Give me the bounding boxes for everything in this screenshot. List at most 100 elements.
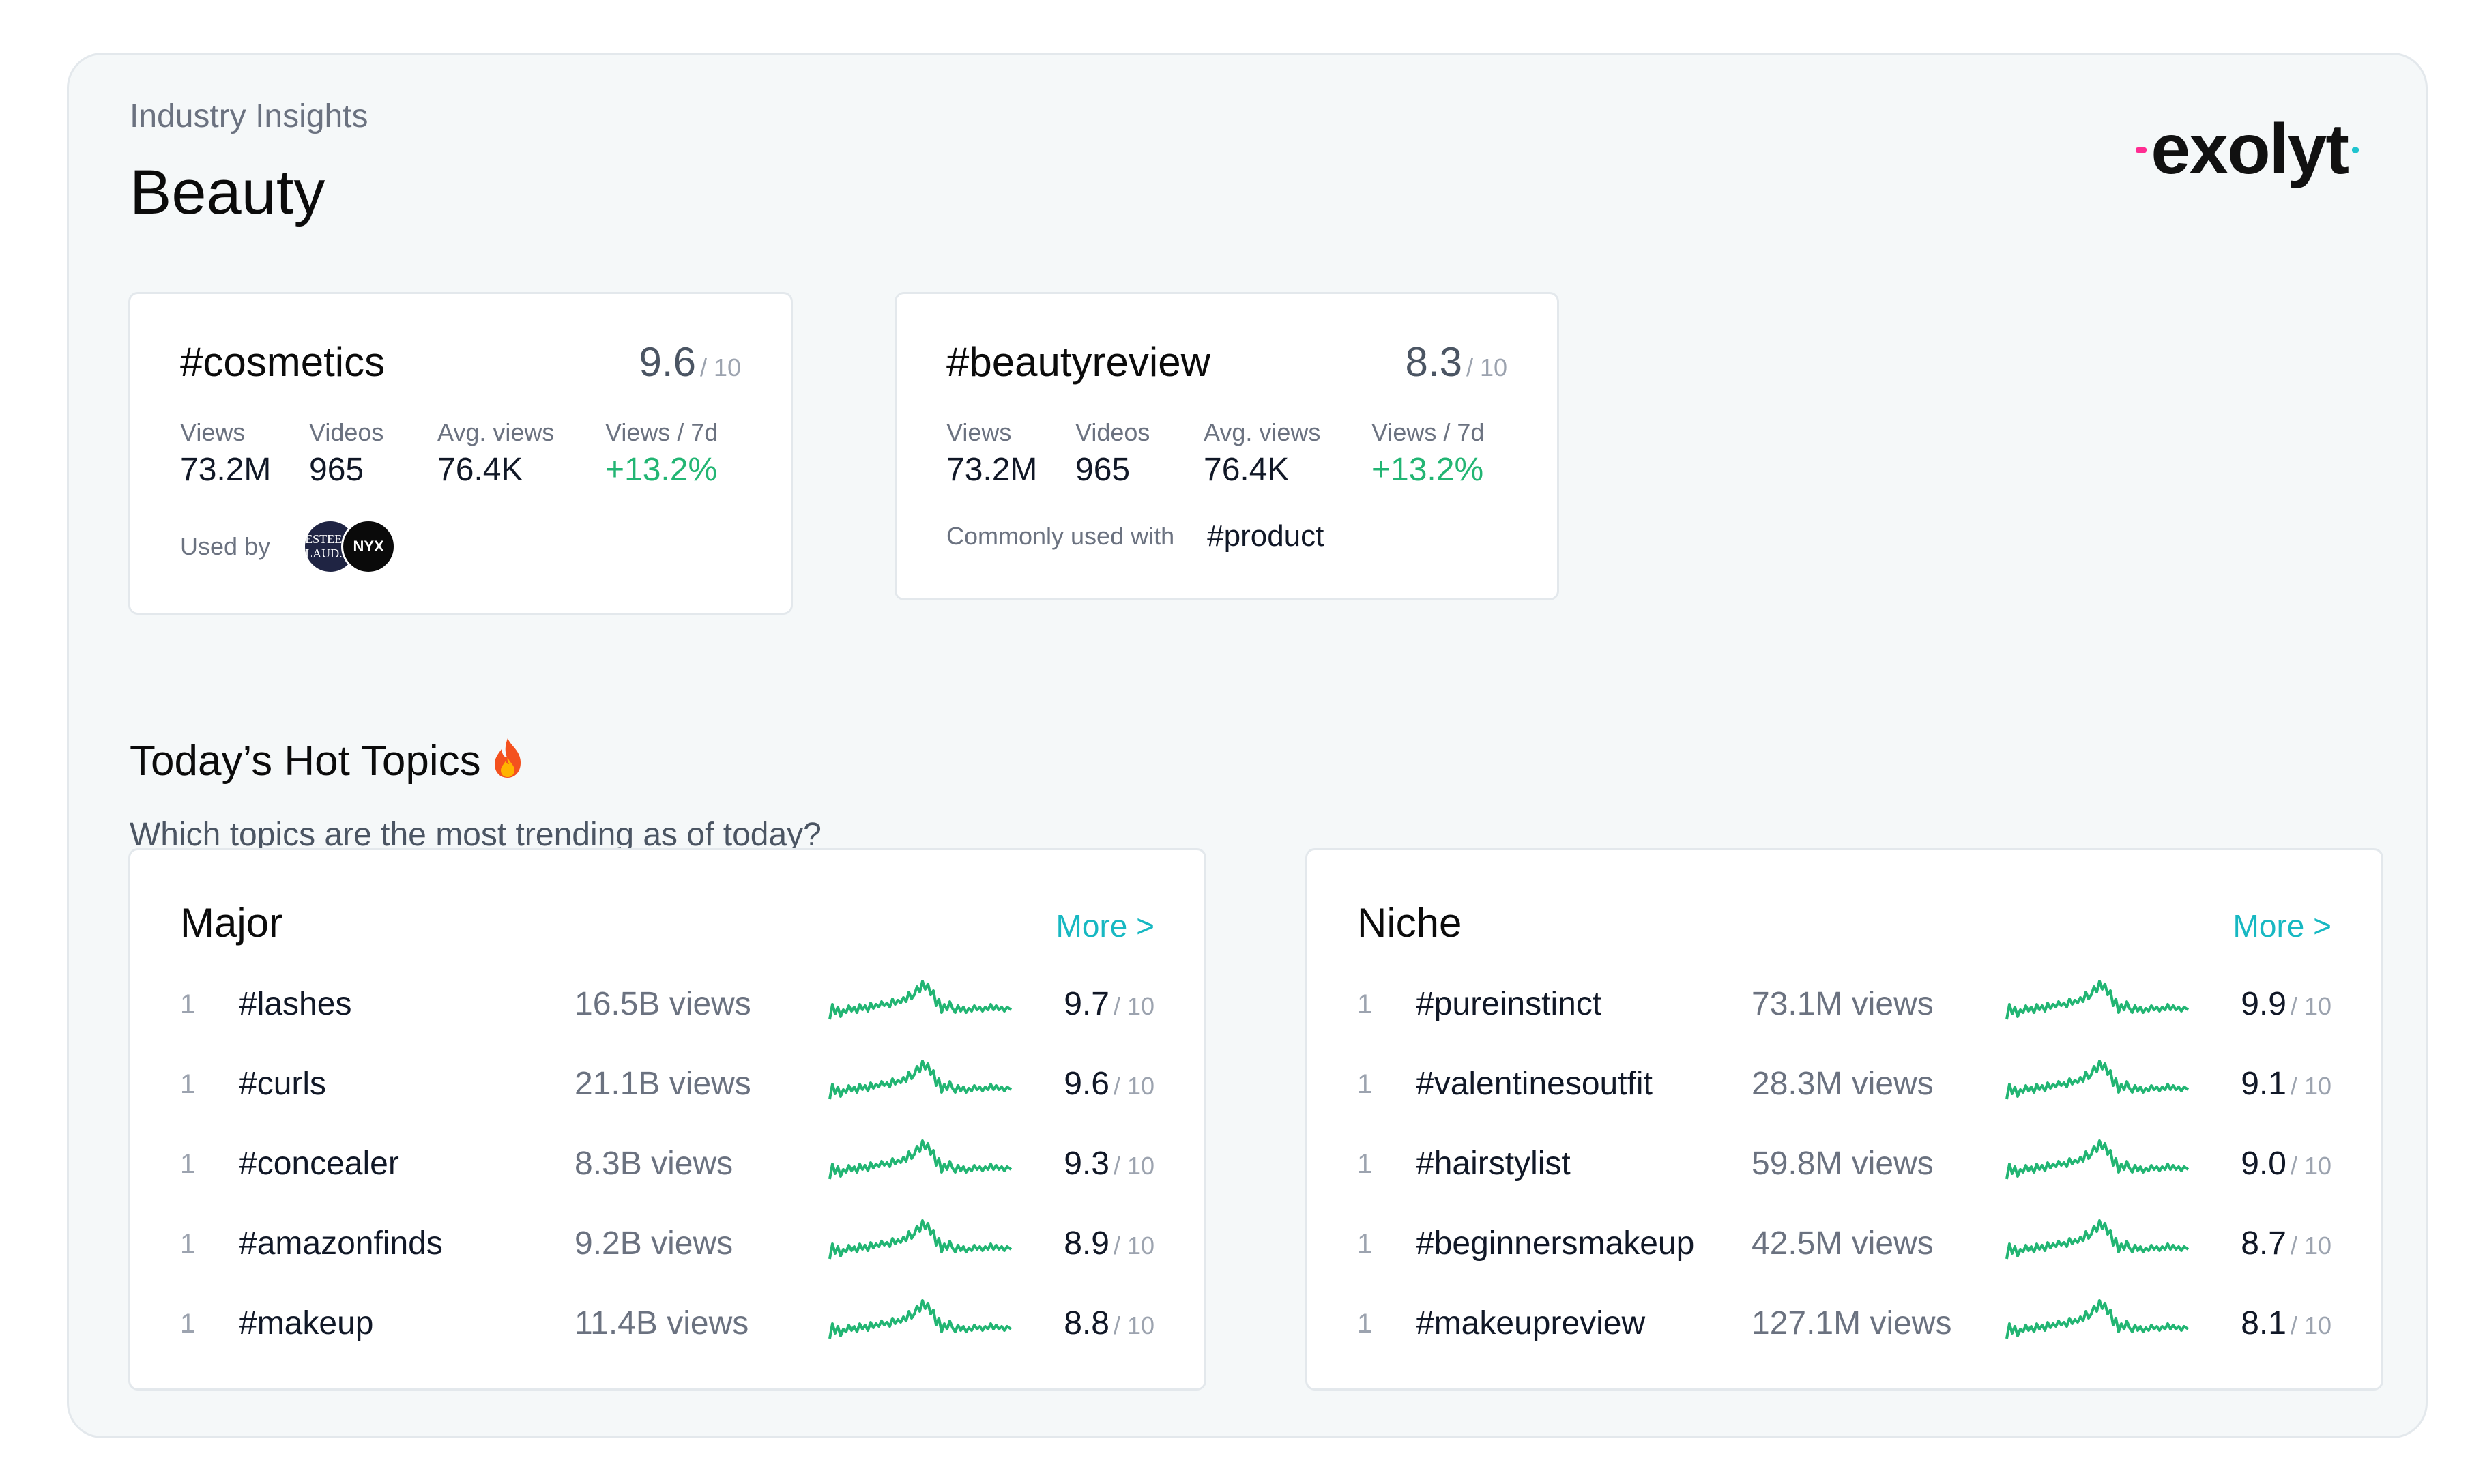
- trend-sparkline: [2005, 1139, 2190, 1180]
- trend-sparkline: [828, 1060, 1013, 1100]
- trend-sparkline: [828, 1139, 1013, 1180]
- topic-views: 9.2B views: [575, 1225, 733, 1262]
- topic-hashtag[interactable]: #concealer: [239, 1146, 399, 1182]
- topic-score: 9.1/ 10: [2241, 1066, 2331, 1102]
- topic-views: 16.5B views: [575, 986, 751, 1022]
- topic-row[interactable]: 1 #curls 21.1B views 9.6/ 10: [180, 1053, 1154, 1133]
- used-by-label: Used by: [180, 532, 271, 560]
- topic-hashtag[interactable]: #amazonfinds: [239, 1225, 443, 1262]
- featured-hashtag-card[interactable]: #cosmetics 9.6/ 10 Views 73.2M Videos 965 …: [128, 292, 793, 615]
- hashtag-score: 9.6/ 10: [639, 339, 741, 385]
- hashtag-metrics: Views 73.2M Videos 965 Avg. views 76.4K Vie…: [946, 418, 1517, 489]
- topic-hashtag[interactable]: #pureinstinct: [1416, 986, 1602, 1022]
- topic-row[interactable]: 1 #makeup 11.4B views 8.8/ 10: [180, 1292, 1154, 1372]
- logo-text: exolyt: [2151, 110, 2349, 189]
- major-topic-list: 1 #lashes 16.5B views 9.7/ 10 1 #curls 21.1B v…: [180, 973, 1154, 1372]
- hashtag-metrics: Views 73.2M Videos 965 Avg. views 76.4K Vie…: [180, 418, 751, 489]
- topic-hashtag[interactable]: #lashes: [239, 986, 352, 1022]
- niche-more-link[interactable]: More >: [2233, 908, 2331, 944]
- topic-row[interactable]: 1 #pureinstinct 73.1M views 9.9/ 10: [1357, 973, 2331, 1053]
- insights-panel: Industry Insights Beauty exolyt #cosmeti…: [67, 53, 2428, 1438]
- topic-score: 8.8/ 10: [1064, 1305, 1154, 1341]
- topic-score: 8.1/ 10: [2241, 1305, 2331, 1341]
- trend-sparkline: [828, 1299, 1013, 1339]
- brand-avatar-nyx[interactable]: NYX: [341, 519, 396, 574]
- metric-avg-views: Avg. views 76.4K: [437, 418, 555, 488]
- topic-row[interactable]: 1 #lashes 16.5B views 9.7/ 10: [180, 973, 1154, 1053]
- topic-row[interactable]: 1 #makeupreview 127.1M views 8.1/ 10: [1357, 1292, 2331, 1372]
- logo-dash-right: [2352, 147, 2359, 153]
- topic-rank: 1: [1357, 989, 1373, 1019]
- metric-views-7d: Views / 7d +13.2%: [1371, 418, 1485, 488]
- used-by: Used by ESTĒE LAUD. NYX: [180, 519, 396, 574]
- topic-views: 59.8M views: [1752, 1146, 1934, 1182]
- commonly-used-with: Commonly used with #product: [946, 519, 1324, 553]
- topic-score: 9.7/ 10: [1064, 986, 1154, 1022]
- topic-views: 28.3M views: [1752, 1066, 1934, 1102]
- flame-icon: [494, 738, 521, 778]
- hashtag-name[interactable]: #beautyreview: [946, 339, 1210, 385]
- topic-hashtag[interactable]: #beginnersmakeup: [1416, 1225, 1695, 1262]
- trend-sparkline: [2005, 1299, 2190, 1339]
- topic-views: 127.1M views: [1752, 1305, 1952, 1341]
- topic-score: 9.6/ 10: [1064, 1066, 1154, 1102]
- topic-score: 8.9/ 10: [1064, 1225, 1154, 1262]
- hot-topics-title: Today’s Hot Topics: [130, 737, 525, 785]
- topic-hashtag[interactable]: #makeupreview: [1416, 1305, 1646, 1341]
- topic-score: 9.0/ 10: [2241, 1146, 2331, 1182]
- trend-sparkline: [828, 980, 1013, 1020]
- topic-views: 8.3B views: [575, 1146, 733, 1182]
- major-more-link[interactable]: More >: [1056, 908, 1154, 944]
- exolyt-logo[interactable]: exolyt: [2136, 109, 2359, 190]
- topic-row[interactable]: 1 #amazonfinds 9.2B views 8.9/ 10: [180, 1212, 1154, 1292]
- trend-sparkline: [2005, 980, 2190, 1020]
- topic-row[interactable]: 1 #concealer 8.3B views 9.3/ 10: [180, 1133, 1154, 1212]
- trend-sparkline: [828, 1219, 1013, 1260]
- featured-hashtag-card[interactable]: #beautyreview 8.3/ 10 Views 73.2M Videos 9…: [895, 292, 1559, 600]
- topic-hashtag[interactable]: #curls: [239, 1066, 327, 1102]
- topic-rank: 1: [1357, 1229, 1373, 1259]
- topic-views: 73.1M views: [1752, 986, 1934, 1022]
- related-hashtag[interactable]: #product: [1207, 519, 1324, 553]
- page-eyebrow: Industry Insights: [130, 98, 368, 134]
- hot-topics-subtitle: Which topics are the most trending as of…: [130, 817, 822, 853]
- topic-hashtag[interactable]: #valentinesoutfit: [1416, 1066, 1653, 1102]
- topic-rank: 1: [180, 989, 196, 1019]
- trend-sparkline: [2005, 1219, 2190, 1260]
- topic-rank: 1: [1357, 1309, 1373, 1339]
- topic-rank: 1: [180, 1309, 196, 1339]
- metric-views-7d: Views / 7d +13.2%: [605, 418, 718, 488]
- topic-score: 8.7/ 10: [2241, 1225, 2331, 1262]
- topic-score: 9.3/ 10: [1064, 1146, 1154, 1182]
- hashtag-score: 8.3/ 10: [1405, 339, 1507, 385]
- topic-hashtag[interactable]: #makeup: [239, 1305, 374, 1341]
- niche-topic-list: 1 #pureinstinct 73.1M views 9.9/ 10 1 #valent…: [1357, 973, 2331, 1372]
- metric-avg-views: Avg. views 76.4K: [1204, 418, 1321, 488]
- topic-row[interactable]: 1 #beginnersmakeup 42.5M views 8.7/ 10: [1357, 1212, 2331, 1292]
- topic-rank: 1: [1357, 1069, 1373, 1099]
- commonly-used-label: Commonly used with: [946, 522, 1175, 550]
- logo-dash-left: [2136, 147, 2147, 153]
- hashtag-name[interactable]: #cosmetics: [180, 339, 386, 385]
- topic-views: 42.5M views: [1752, 1225, 1934, 1262]
- topic-views: 21.1B views: [575, 1066, 751, 1102]
- topic-rank: 1: [180, 1069, 196, 1099]
- major-topics-card: Major More > 1 #lashes 16.5B views 9.7/ 10 1…: [128, 848, 1206, 1391]
- metric-views: Views 73.2M: [180, 418, 272, 488]
- topic-hashtag[interactable]: #hairstylist: [1416, 1146, 1571, 1182]
- major-title: Major: [180, 900, 283, 946]
- topic-rank: 1: [180, 1149, 196, 1179]
- topic-rank: 1: [1357, 1149, 1373, 1179]
- topic-views: 11.4B views: [575, 1305, 749, 1341]
- page-title: Beauty: [130, 158, 325, 227]
- topic-row[interactable]: 1 #valentinesoutfit 28.3M views 9.1/ 10: [1357, 1053, 2331, 1133]
- metric-videos: Videos 965: [1075, 418, 1150, 488]
- topic-rank: 1: [180, 1229, 196, 1259]
- niche-topics-card: Niche More > 1 #pureinstinct 73.1M views 9.…: [1305, 848, 2383, 1391]
- trend-sparkline: [2005, 1060, 2190, 1100]
- niche-title: Niche: [1357, 900, 1462, 946]
- topic-row[interactable]: 1 #hairstylist 59.8M views 9.0/ 10: [1357, 1133, 2331, 1212]
- topic-score: 9.9/ 10: [2241, 986, 2331, 1022]
- metric-views: Views 73.2M: [946, 418, 1038, 488]
- metric-videos: Videos 965: [309, 418, 384, 488]
